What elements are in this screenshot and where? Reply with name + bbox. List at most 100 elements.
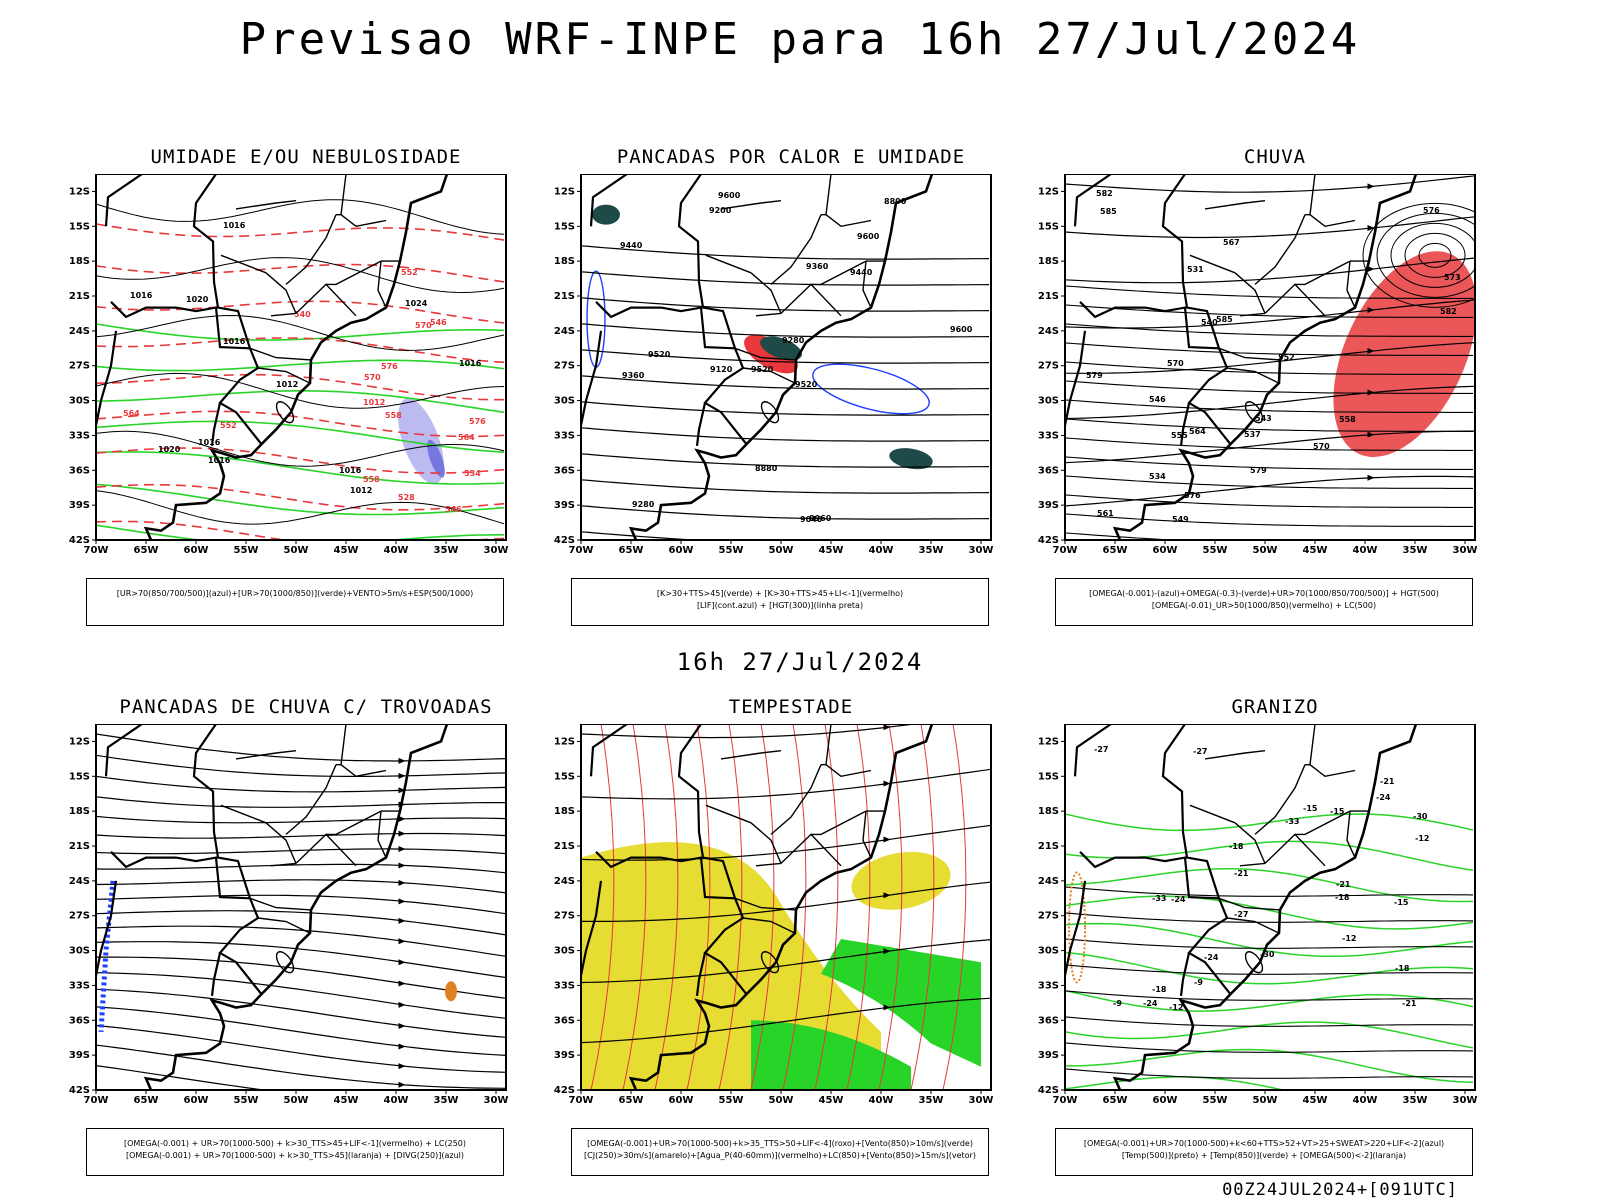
state-border xyxy=(1218,347,1281,361)
temp500-contour xyxy=(1065,990,1474,1001)
streamline xyxy=(96,1065,269,1090)
rh-contour-green xyxy=(96,323,505,341)
panel-title: GRANIZO xyxy=(1231,696,1319,718)
streamline-red xyxy=(590,724,615,1090)
lon-tick-label: 30W xyxy=(1453,545,1478,556)
flow-arrow xyxy=(398,830,406,837)
lat-tick-label: 36S xyxy=(554,1015,575,1026)
streamline xyxy=(1065,385,1475,420)
wind-vector xyxy=(581,724,919,739)
state-border xyxy=(742,917,796,934)
contour-label: 9280 xyxy=(782,336,805,345)
temp850-contour-green xyxy=(1065,1048,1474,1083)
thickness-contour-red xyxy=(96,337,505,364)
map-pancadas-calor: 9600 9600 9600 9520 9520 9520 9440 9440 9360 9360… xyxy=(554,174,994,556)
lat-tick-label: 36S xyxy=(554,465,575,476)
contour-label: -9 xyxy=(1194,978,1203,987)
streamline-red xyxy=(910,724,935,1090)
state-border xyxy=(1346,811,1356,858)
lagoon xyxy=(760,401,780,424)
state-border xyxy=(265,272,297,314)
state-border xyxy=(705,804,752,824)
panel-title: TEMPESTADE xyxy=(728,696,854,718)
lon-tick-label: 65W xyxy=(1103,1095,1128,1106)
lon-tick-label: 55W xyxy=(1203,1095,1228,1106)
lat-tick-label: 33S xyxy=(69,980,90,991)
state-border xyxy=(1234,822,1266,864)
lon-tick-label: 40W xyxy=(384,545,409,556)
contour-label: 9280 xyxy=(632,500,655,509)
instability-teal xyxy=(889,448,933,470)
panel-title: PANCADAS POR CALOR E UMIDADE xyxy=(616,146,966,168)
lon-tick-label: 65W xyxy=(134,545,159,556)
map-background xyxy=(96,174,506,540)
lon-tick-label: 60W xyxy=(184,1095,209,1106)
streamline-red xyxy=(878,724,903,1090)
streamline-red xyxy=(814,724,839,1090)
flow-arrow xyxy=(1367,431,1375,438)
contour-label: 576 xyxy=(469,417,486,426)
country-border xyxy=(589,724,628,777)
closed-contour xyxy=(1362,202,1475,308)
contour-label: 534 xyxy=(1149,472,1166,481)
streamline xyxy=(1065,216,1475,239)
east-coastline xyxy=(143,724,449,1090)
lon-tick-label: 35W xyxy=(1403,1095,1428,1106)
contour-label: -27 xyxy=(1094,745,1108,754)
lat-tick-label: 39S xyxy=(69,1050,90,1061)
lat-tick-label: 30S xyxy=(1038,946,1059,957)
contour-label: 1016 xyxy=(130,291,153,300)
lat-tick-label: 15S xyxy=(1038,771,1059,782)
closed-contour xyxy=(1390,222,1475,288)
lat-tick-label: 33S xyxy=(1038,430,1059,441)
contour-label: 9440 xyxy=(620,241,643,250)
streamline-red xyxy=(718,724,743,1090)
hgt300-contour xyxy=(581,531,705,540)
contour-label: -30 xyxy=(1413,812,1428,821)
lon-tick-label: 30W xyxy=(969,545,994,556)
country-border xyxy=(1079,301,1145,319)
hgt300-contour xyxy=(581,427,990,442)
hgt500-contour xyxy=(1065,285,1473,299)
streamline xyxy=(1065,175,1475,193)
lat-tick-label: 42S xyxy=(69,535,90,546)
contour-label: 564 xyxy=(1189,427,1206,436)
thickness-contour-red xyxy=(96,263,505,283)
contour-label: -30 xyxy=(1260,950,1275,959)
lat-tick-label: 39S xyxy=(554,500,575,511)
legend-granizo: [OMEGA(-0.001)+UR>70(1000-500)+k<60+TTS>… xyxy=(1055,1128,1473,1176)
panel-chuva: CHUVA 585 582 579 576 573 570 567 564 561 558 555 5… xyxy=(1035,146,1515,636)
contour-label: 561 xyxy=(1097,509,1114,518)
east-coastline xyxy=(143,174,449,540)
streamline xyxy=(96,879,506,894)
lon-tick-label: 30W xyxy=(484,545,509,556)
flow-arrow xyxy=(398,1081,406,1088)
map-frame xyxy=(1064,724,1476,1091)
thickness-contour-red xyxy=(96,223,505,241)
legend-line: [OMEGA(-0.001) + UR>70(1000-500) + k>30_… xyxy=(125,1151,465,1160)
state-border xyxy=(750,822,782,864)
state-border xyxy=(1309,214,1356,228)
rh-contour-green xyxy=(96,524,504,540)
contour-label: 9440 xyxy=(850,268,873,277)
state-border xyxy=(755,312,782,317)
streamline xyxy=(96,796,506,808)
country-border xyxy=(595,851,661,869)
contour-label: 582 xyxy=(1440,307,1457,316)
panel-trovoadas: PANCADAS DE CHUVA C/ TROVOADAS 12S 15S 18S… xyxy=(66,696,546,1186)
country-border xyxy=(96,330,118,432)
east-coastline xyxy=(628,724,934,1090)
streamline xyxy=(96,1044,506,1089)
streamline xyxy=(1065,299,1475,329)
legend-line: [OMEGA(-0.001)-(azul)+OMEGA(-0.3)-(verde… xyxy=(1089,589,1439,598)
contour-label: -15 xyxy=(1394,898,1409,907)
flow-arrow xyxy=(1367,266,1375,273)
contour-label: 528 xyxy=(398,493,415,502)
contour-label: -12 xyxy=(1169,1003,1183,1012)
hgt300-contour xyxy=(581,245,990,260)
state-border xyxy=(734,347,797,361)
lon-tick-label: 30W xyxy=(1453,1095,1478,1106)
pressure-contour xyxy=(96,490,505,525)
flow-arrow xyxy=(398,1001,406,1008)
contour-label: 9600 xyxy=(857,232,880,241)
